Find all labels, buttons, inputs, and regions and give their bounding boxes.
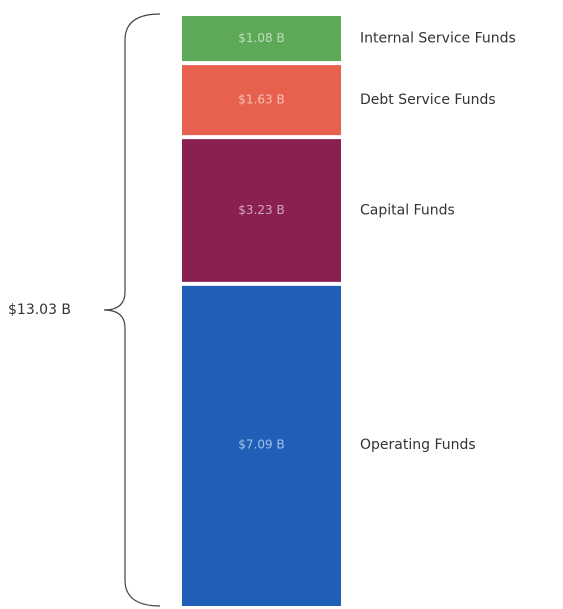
total-brace — [103, 13, 161, 607]
segment-label: Debt Service Funds — [360, 92, 496, 108]
segment-label: Capital Funds — [360, 203, 455, 219]
value-label: $3.23 B — [238, 203, 284, 217]
bar-segment — [182, 16, 341, 62]
bar-segment — [182, 285, 341, 606]
value-label: $1.63 B — [238, 93, 284, 107]
total-label: $13.03 B — [8, 302, 71, 318]
bar-segment — [182, 65, 341, 136]
value-label: $7.09 B — [238, 437, 284, 451]
segment-label: Internal Service Funds — [360, 31, 516, 47]
value-label: $1.08 B — [238, 31, 284, 45]
segment-label: Operating Funds — [360, 437, 476, 453]
bar-segment — [182, 139, 341, 282]
